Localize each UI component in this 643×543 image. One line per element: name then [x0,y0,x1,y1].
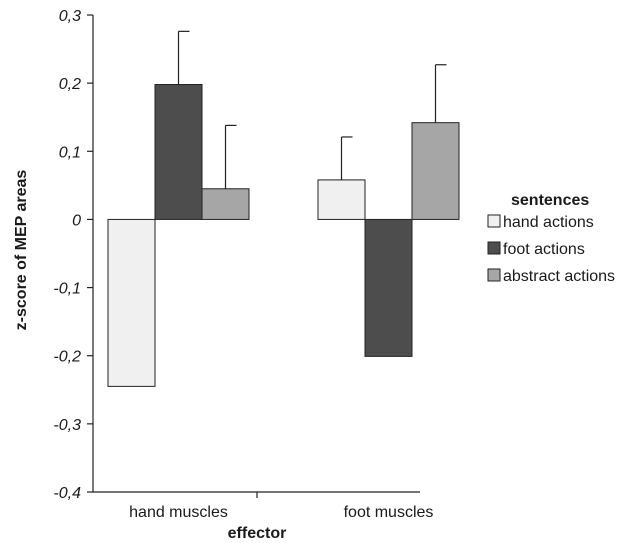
legend-swatch [487,241,501,255]
legend-swatch [487,268,501,282]
x-axis-title: effector [228,525,287,542]
x-tick-label: foot muscles [344,504,434,521]
y-tick-label: -0,3 [53,417,81,434]
bar [201,188,250,220]
bar [411,122,460,220]
legend-swatch [487,214,501,228]
x-ticks: hand muscles foot muscles [129,492,433,521]
legend-label: hand actions [503,214,594,231]
y-tick-label: -0,1 [53,281,81,298]
y-tick-label: -0,4 [53,485,81,502]
bar [154,84,203,220]
legend-label: foot actions [503,241,585,258]
y-ticks: 0,3 0,2 0,1 0 -0,1 -0,2 -0,3 -0,4 [53,8,93,502]
y-tick-label: 0 [72,212,81,229]
bar [107,218,156,387]
x-tick-label: hand muscles [129,504,228,521]
bars [107,84,460,387]
legend-label: abstract actions [503,268,615,285]
y-axis-title: z-score of MEP areas [13,170,30,331]
y-tick-label: 0,2 [59,76,81,93]
bar [317,179,366,220]
bar [364,218,413,357]
legend: sentences hand actions foot actions abstra… [487,192,615,285]
y-tick-label: 0,3 [59,8,81,25]
y-tick-label: -0,2 [53,349,81,366]
y-tick-label: 0,1 [59,144,81,161]
legend-title: sentences [511,192,589,209]
